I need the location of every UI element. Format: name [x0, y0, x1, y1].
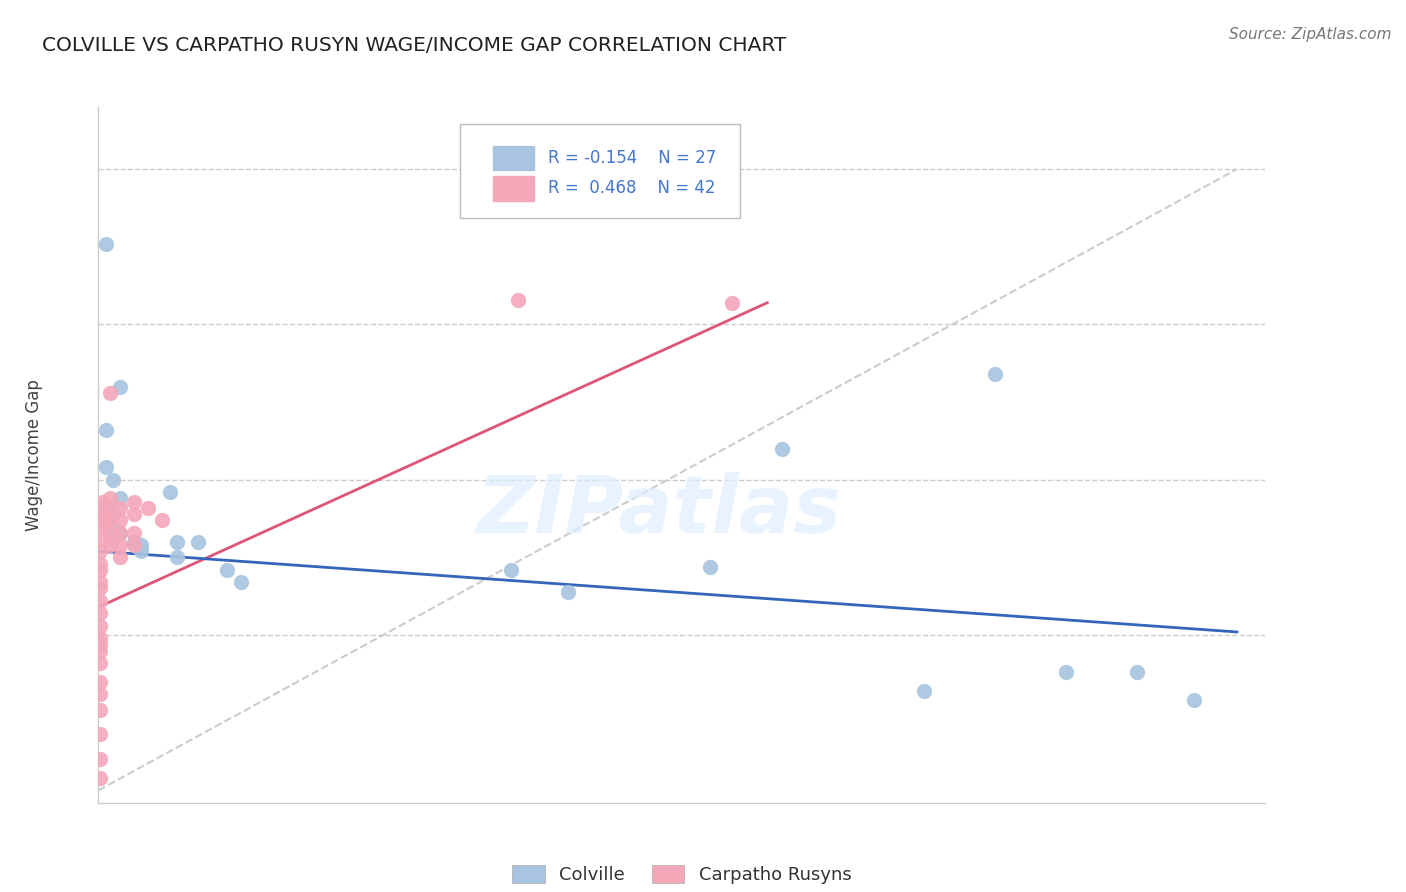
Point — [98, 491, 121, 506]
Point — [770, 442, 793, 456]
Point — [89, 557, 111, 571]
Point — [94, 236, 117, 251]
Point — [159, 485, 181, 500]
Point — [89, 643, 111, 657]
Text: Source: ZipAtlas.com: Source: ZipAtlas.com — [1229, 27, 1392, 42]
Point — [122, 507, 145, 521]
Point — [98, 500, 121, 515]
Point — [122, 534, 145, 549]
Point — [89, 703, 111, 717]
Point — [89, 752, 111, 766]
Point — [89, 727, 111, 741]
Point — [89, 619, 111, 633]
Legend: Colville, Carpatho Rusyns: Colville, Carpatho Rusyns — [505, 857, 859, 891]
Point — [108, 491, 131, 506]
Point — [108, 379, 131, 393]
Point — [89, 563, 111, 577]
Text: R = -0.154    N = 27: R = -0.154 N = 27 — [548, 149, 716, 167]
Point — [108, 550, 131, 565]
Point — [89, 631, 111, 645]
Point — [122, 525, 145, 540]
Point — [94, 498, 117, 512]
Point — [89, 607, 111, 621]
Point — [98, 525, 121, 540]
Point — [101, 523, 124, 537]
Point — [1182, 693, 1205, 707]
Point — [166, 550, 188, 565]
Point — [129, 544, 152, 558]
Point — [229, 575, 252, 590]
Text: COLVILLE VS CARPATHO RUSYN WAGE/INCOME GAP CORRELATION CHART: COLVILLE VS CARPATHO RUSYN WAGE/INCOME G… — [42, 36, 786, 54]
Text: Wage/Income Gap: Wage/Income Gap — [25, 379, 44, 531]
Text: ZIPatlas: ZIPatlas — [477, 472, 841, 549]
Point — [129, 538, 152, 552]
Point — [89, 575, 111, 590]
Point — [98, 513, 121, 527]
Point — [94, 516, 117, 531]
Point — [508, 293, 530, 307]
Bar — [494, 145, 534, 170]
Point — [91, 494, 114, 508]
Point — [91, 519, 114, 533]
Bar — [494, 177, 534, 201]
Point — [108, 538, 131, 552]
Point — [89, 582, 111, 596]
Point — [91, 532, 114, 546]
FancyBboxPatch shape — [460, 124, 741, 219]
Point — [101, 532, 124, 546]
Point — [89, 771, 111, 785]
Point — [501, 563, 523, 577]
Point — [108, 525, 131, 540]
Point — [89, 544, 111, 558]
Point — [98, 538, 121, 552]
Point — [557, 584, 579, 599]
Point — [101, 473, 124, 487]
Point — [89, 687, 111, 701]
Point — [912, 684, 935, 698]
Point — [91, 513, 114, 527]
Point — [89, 674, 111, 689]
Point — [101, 507, 124, 521]
Point — [89, 594, 111, 608]
Point — [122, 494, 145, 508]
Point — [152, 513, 174, 527]
Point — [720, 295, 742, 310]
Point — [108, 513, 131, 527]
Point — [1126, 665, 1149, 680]
Text: R =  0.468    N = 42: R = 0.468 N = 42 — [548, 179, 716, 197]
Point — [89, 656, 111, 670]
Point — [91, 507, 114, 521]
Point — [89, 637, 111, 651]
Point — [166, 534, 188, 549]
Point — [98, 385, 121, 400]
Point — [108, 500, 131, 515]
Point — [122, 538, 145, 552]
Point — [187, 534, 209, 549]
Point — [94, 423, 117, 437]
Point — [215, 563, 238, 577]
Point — [136, 500, 159, 515]
Point — [1054, 665, 1077, 680]
Point — [108, 525, 131, 540]
Point — [984, 367, 1007, 381]
Point — [699, 559, 721, 574]
Point — [94, 460, 117, 475]
